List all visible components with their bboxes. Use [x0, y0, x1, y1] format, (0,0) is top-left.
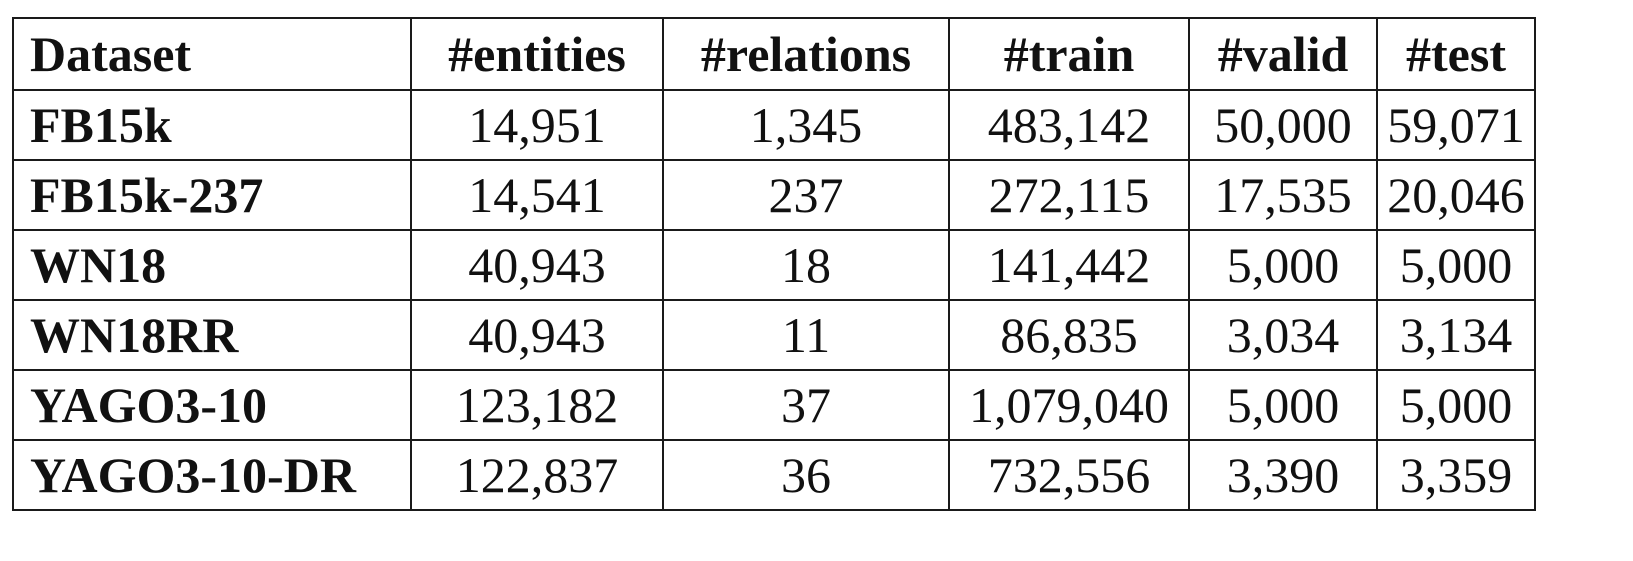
test-cell: 59,071 — [1376, 89, 1536, 161]
relations-cell: 237 — [662, 159, 950, 231]
relations-cell: 11 — [662, 299, 950, 371]
valid-cell: 5,000 — [1188, 369, 1378, 441]
train-cell: 483,142 — [948, 89, 1190, 161]
dataset-name-cell: FB15k — [12, 89, 412, 161]
entities-cell: 14,951 — [410, 89, 664, 161]
relations-cell: 37 — [662, 369, 950, 441]
valid-cell: 3,390 — [1188, 439, 1378, 511]
valid-cell: 3,034 — [1188, 299, 1378, 371]
header-relations: #relations — [662, 17, 950, 91]
train-cell: 86,835 — [948, 299, 1190, 371]
test-cell: 20,046 — [1376, 159, 1536, 231]
table-row: WN18RR 40,943 11 86,835 3,034 3,134 — [12, 299, 1536, 371]
dataset-name-cell: YAGO3-10-DR — [12, 439, 412, 511]
entities-cell: 40,943 — [410, 299, 664, 371]
table-row: FB15k-237 14,541 237 272,115 17,535 20,0… — [12, 159, 1536, 231]
valid-cell: 17,535 — [1188, 159, 1378, 231]
relations-cell: 1,345 — [662, 89, 950, 161]
dataset-statistics-table: Dataset #entities #relations #train #val… — [12, 17, 1536, 511]
table-row: WN18 40,943 18 141,442 5,000 5,000 — [12, 229, 1536, 301]
entities-cell: 14,541 — [410, 159, 664, 231]
train-cell: 141,442 — [948, 229, 1190, 301]
dataset-name-cell: WN18 — [12, 229, 412, 301]
table-row: YAGO3-10 123,182 37 1,079,040 5,000 5,00… — [12, 369, 1536, 441]
test-cell: 3,134 — [1376, 299, 1536, 371]
header-test: #test — [1376, 17, 1536, 91]
dataset-name-cell: YAGO3-10 — [12, 369, 412, 441]
header-row: Dataset #entities #relations #train #val… — [12, 17, 1536, 91]
header-entities: #entities — [410, 17, 664, 91]
entities-cell: 40,943 — [410, 229, 664, 301]
test-cell: 5,000 — [1376, 229, 1536, 301]
header-dataset: Dataset — [12, 17, 412, 91]
table-row: FB15k 14,951 1,345 483,142 50,000 59,071 — [12, 89, 1536, 161]
dataset-name-cell: FB15k-237 — [12, 159, 412, 231]
entities-cell: 122,837 — [410, 439, 664, 511]
valid-cell: 5,000 — [1188, 229, 1378, 301]
train-cell: 1,079,040 — [948, 369, 1190, 441]
relations-cell: 18 — [662, 229, 950, 301]
dataset-name-cell: WN18RR — [12, 299, 412, 371]
table-body: FB15k 14,951 1,345 483,142 50,000 59,071… — [12, 89, 1536, 511]
relations-cell: 36 — [662, 439, 950, 511]
test-cell: 5,000 — [1376, 369, 1536, 441]
train-cell: 732,556 — [948, 439, 1190, 511]
entities-cell: 123,182 — [410, 369, 664, 441]
valid-cell: 50,000 — [1188, 89, 1378, 161]
test-cell: 3,359 — [1376, 439, 1536, 511]
header-valid: #valid — [1188, 17, 1378, 91]
header-train: #train — [948, 17, 1190, 91]
table-row: YAGO3-10-DR 122,837 36 732,556 3,390 3,3… — [12, 439, 1536, 511]
train-cell: 272,115 — [948, 159, 1190, 231]
table-header: Dataset #entities #relations #train #val… — [12, 17, 1536, 91]
